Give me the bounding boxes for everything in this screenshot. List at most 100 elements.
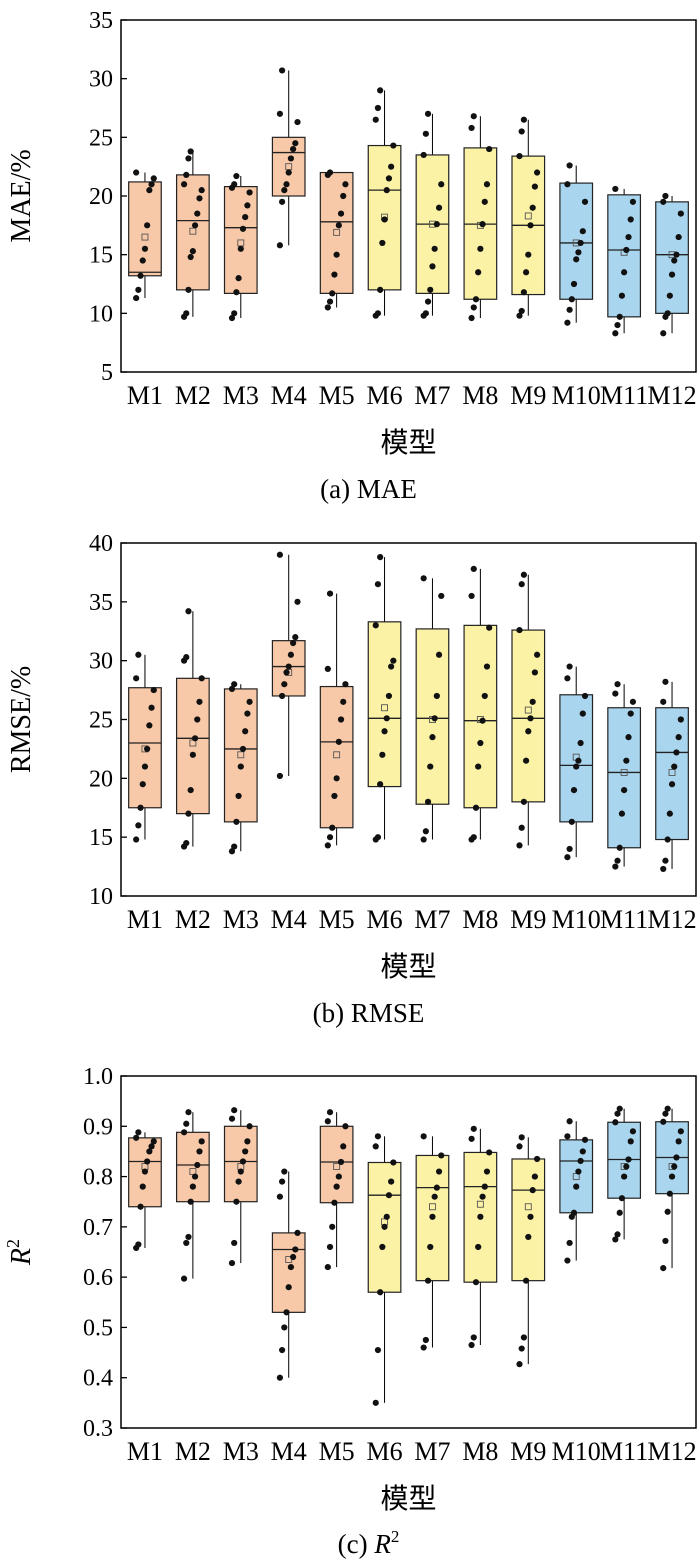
data-point bbox=[625, 1156, 632, 1163]
data-point bbox=[180, 181, 188, 188]
data-point bbox=[529, 204, 536, 211]
data-point bbox=[429, 1213, 436, 1220]
data-point bbox=[424, 1277, 432, 1284]
data-point bbox=[276, 772, 284, 780]
data-point bbox=[673, 1154, 680, 1161]
data-point bbox=[235, 792, 242, 800]
data-point bbox=[612, 863, 619, 870]
data-point bbox=[231, 310, 238, 317]
mean-marker bbox=[524, 212, 532, 220]
data-point bbox=[470, 834, 477, 841]
data-point bbox=[564, 181, 571, 188]
data-point bbox=[372, 1143, 379, 1150]
data-point bbox=[668, 1173, 676, 1180]
data-point bbox=[666, 1190, 673, 1197]
data-point bbox=[662, 857, 669, 864]
data-point bbox=[337, 210, 345, 217]
data-point bbox=[664, 310, 671, 317]
data-point bbox=[618, 1195, 626, 1202]
data-point bbox=[623, 1163, 630, 1170]
data-point bbox=[616, 313, 623, 320]
data-point bbox=[481, 692, 488, 700]
data-point bbox=[342, 181, 349, 188]
data-point bbox=[333, 251, 340, 258]
data-point bbox=[377, 781, 384, 788]
data-point bbox=[337, 1158, 345, 1166]
x-axis-title: 模型 bbox=[380, 1483, 436, 1515]
caption-symbol: R bbox=[373, 1529, 391, 1559]
x-tick-label: M11 bbox=[600, 905, 648, 934]
y-axis-title-superscript: 2 bbox=[3, 1239, 23, 1248]
x-tick-label: M10 bbox=[552, 381, 601, 410]
data-point bbox=[616, 1105, 623, 1112]
data-point bbox=[340, 1143, 347, 1150]
data-point bbox=[666, 292, 673, 299]
box-m5 bbox=[319, 1125, 354, 1204]
data-point bbox=[475, 763, 482, 770]
data-point bbox=[581, 198, 589, 205]
data-point bbox=[180, 1275, 188, 1282]
data-point bbox=[194, 1161, 201, 1169]
data-point bbox=[388, 663, 395, 670]
data-point bbox=[141, 245, 149, 252]
data-point bbox=[198, 1138, 205, 1145]
data-point bbox=[518, 824, 525, 831]
x-tick-label: M9 bbox=[510, 905, 546, 934]
data-point bbox=[276, 1193, 284, 1200]
data-point bbox=[383, 187, 390, 194]
data-point bbox=[290, 1253, 297, 1261]
x-tick-label: M5 bbox=[319, 905, 355, 934]
data-point bbox=[276, 551, 284, 558]
data-point bbox=[677, 1128, 684, 1135]
x-tick-label: M3 bbox=[223, 905, 259, 934]
data-point bbox=[468, 1135, 475, 1142]
data-point bbox=[520, 798, 527, 805]
data-point bbox=[623, 757, 630, 764]
data-point bbox=[385, 1192, 393, 1199]
data-point bbox=[525, 251, 532, 258]
data-point bbox=[335, 738, 342, 745]
data-point bbox=[516, 312, 523, 319]
data-point bbox=[468, 1341, 475, 1349]
data-point bbox=[671, 763, 678, 770]
data-point bbox=[326, 298, 334, 305]
data-point bbox=[438, 181, 445, 188]
data-point bbox=[379, 1243, 386, 1251]
data-point bbox=[139, 1183, 146, 1190]
data-point bbox=[146, 722, 153, 729]
data-point bbox=[194, 210, 201, 217]
panel-mae: 5 10 15 20 25 30 35 M1 M2 M3 M4 M5 M6 M7 M8 M9 M10 M11 M12… bbox=[6, 8, 697, 504]
mean-marker bbox=[668, 769, 676, 776]
x-tick-label: M12 bbox=[647, 1437, 696, 1466]
data-point bbox=[422, 310, 429, 317]
data-point bbox=[185, 155, 192, 162]
data-point bbox=[627, 1138, 634, 1145]
data-point bbox=[422, 1336, 429, 1344]
data-point bbox=[470, 1334, 477, 1341]
data-point bbox=[135, 286, 142, 293]
box-m5 bbox=[319, 685, 354, 829]
data-point bbox=[244, 1138, 251, 1145]
data-point bbox=[516, 842, 523, 849]
mean-marker bbox=[620, 769, 628, 776]
panel-r2: 0.3 0.4 0.5 0.6 0.7 0.8 0.9 1.0 M1 M2 M3 M4 M5 M6 M7 M8… bbox=[3, 1064, 697, 1559]
y-tick-label: 35 bbox=[89, 590, 113, 616]
data-point bbox=[292, 1246, 299, 1253]
x-tick-label: M9 bbox=[510, 381, 546, 410]
data-point bbox=[381, 1223, 388, 1230]
y-tick-label: 40 bbox=[89, 531, 113, 557]
data-point bbox=[228, 1259, 236, 1267]
y-tick-label: 30 bbox=[89, 649, 113, 675]
data-point bbox=[287, 651, 295, 658]
data-point bbox=[239, 1158, 247, 1165]
data-point bbox=[337, 716, 345, 723]
data-point bbox=[281, 187, 288, 194]
data-point bbox=[470, 113, 477, 120]
data-point bbox=[279, 1178, 286, 1185]
data-point bbox=[228, 314, 236, 322]
data-point bbox=[141, 763, 149, 770]
data-point bbox=[662, 1237, 669, 1245]
panel-caption: (b) RMSE bbox=[313, 998, 425, 1028]
panel-rmse: 10 15 20 25 30 35 40 M1 M2 M3 M4 M5 M6 M7 M8 M9 M10 M11 M1… bbox=[6, 531, 697, 1028]
data-point bbox=[285, 1284, 292, 1291]
